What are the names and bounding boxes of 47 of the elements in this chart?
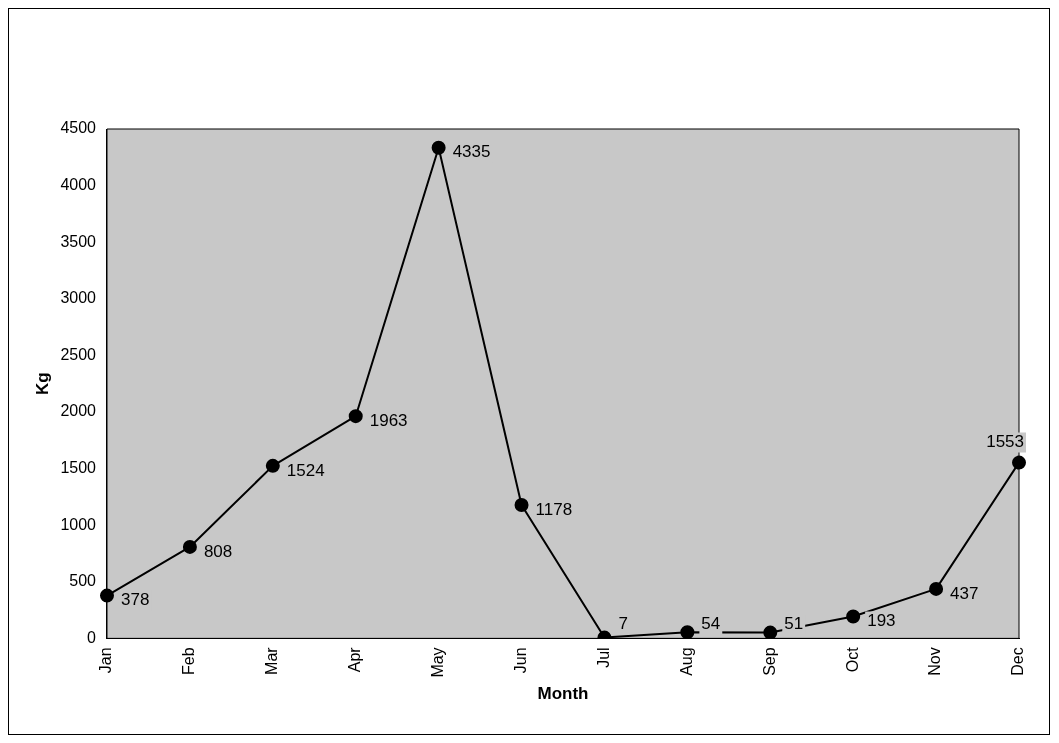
data-label: 437 (950, 583, 979, 603)
x-tick-label: Oct (843, 646, 861, 673)
x-tick-label: Jun (511, 647, 529, 674)
data-label: 1963 (369, 410, 408, 430)
x-tick-label: Mar (263, 646, 281, 675)
data-label: 1178 (535, 499, 573, 519)
data-label: 808 (203, 541, 233, 561)
x-tick-label: Dec (1009, 647, 1027, 676)
point (431, 140, 446, 155)
data-label: 51 (784, 614, 804, 634)
y-tick-label: 3000 (60, 289, 97, 307)
point (680, 625, 695, 639)
y-axis-title: Kg (32, 372, 52, 396)
x-tick-label: Jan (97, 647, 115, 674)
data-label: 193 (867, 611, 896, 631)
y-tick-label: 500 (69, 572, 97, 590)
data-label: 378 (120, 590, 150, 610)
y-tick-label: 3500 (60, 232, 97, 250)
point (1012, 455, 1026, 470)
data-label: 7 (618, 614, 628, 634)
point (265, 458, 280, 473)
y-tick-label: 2000 (60, 402, 97, 420)
x-axis-title: Month (537, 684, 589, 704)
y-tick-label: 1500 (60, 458, 97, 476)
y-tick-label: 4000 (60, 176, 97, 193)
x-tick-label: Apr (346, 646, 364, 673)
y-tick-label: 2500 (60, 345, 97, 363)
point (846, 609, 861, 624)
point (348, 409, 363, 424)
point (182, 539, 197, 554)
data-label: 54 (701, 614, 721, 634)
point (929, 581, 944, 596)
point (99, 588, 114, 603)
x-tick-label: Jul (594, 647, 612, 668)
y-tick-label: 0 (87, 628, 97, 646)
point (763, 625, 778, 639)
data-label: 4335 (452, 142, 491, 162)
y-tick-label: 1000 (60, 515, 97, 533)
point (514, 498, 529, 513)
data-label: 1524 (286, 460, 325, 480)
x-tick-label: May (429, 647, 447, 678)
x-tick-label: Aug (677, 647, 695, 676)
x-tick-label: Nov (926, 647, 944, 676)
data-label: 1553 (986, 432, 1025, 452)
y-tick-label: 4500 (60, 119, 97, 137)
x-tick-label: Sep (760, 647, 778, 676)
x-tick-label: Feb (180, 647, 198, 675)
